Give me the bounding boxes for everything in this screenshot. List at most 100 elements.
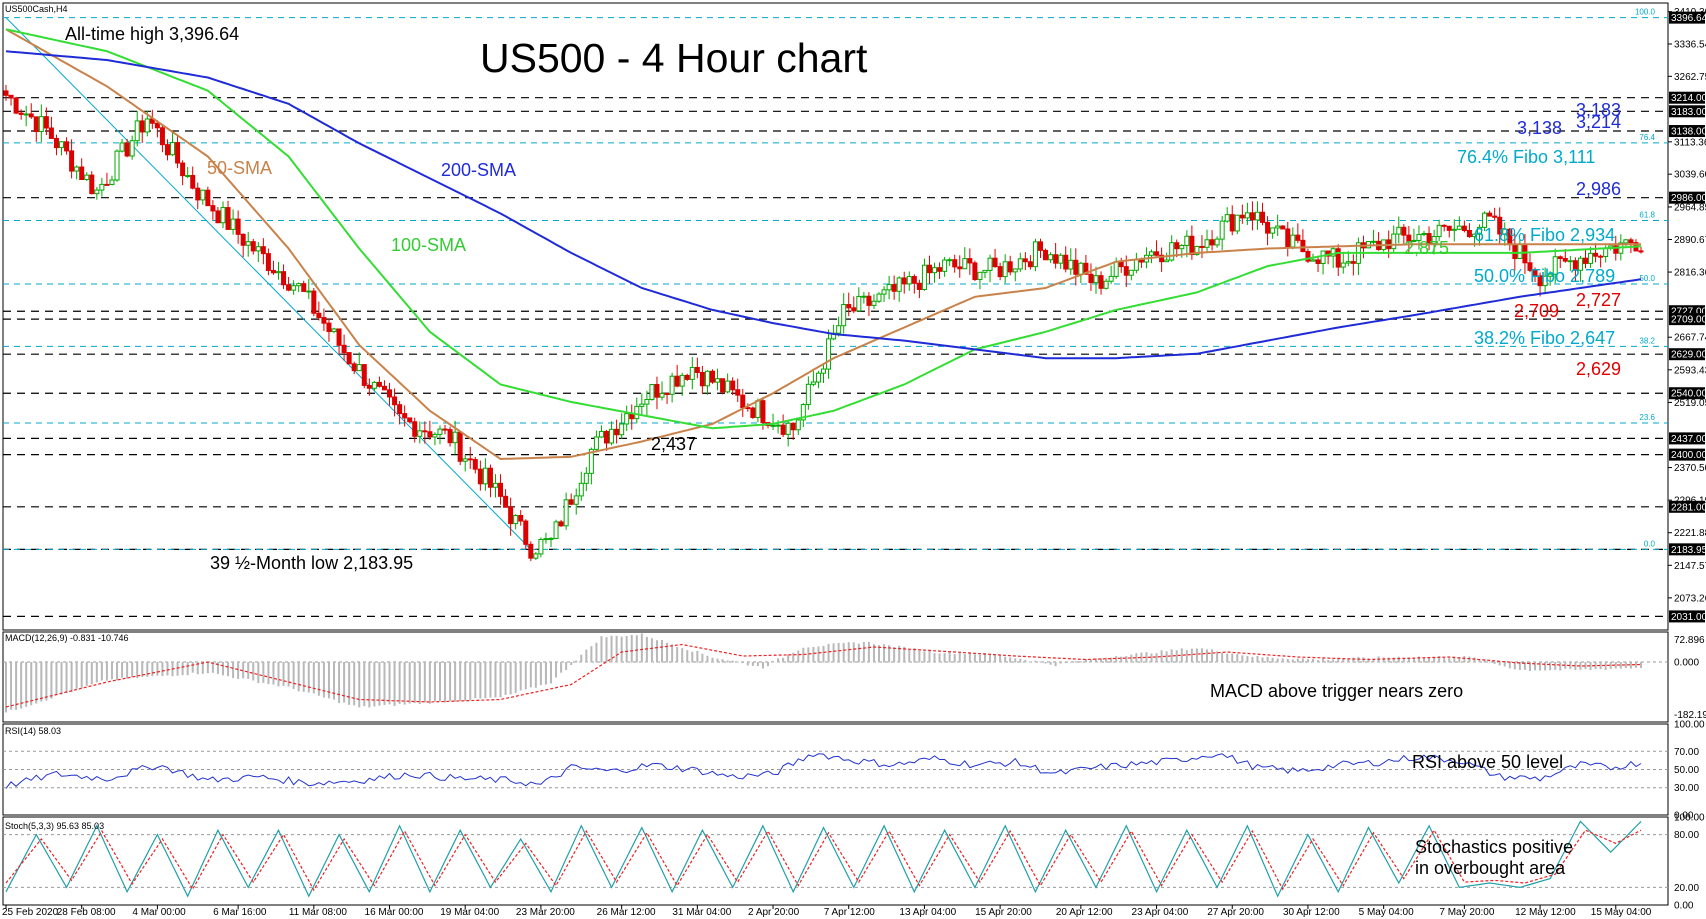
- macd-histogram-bar: [595, 642, 598, 663]
- macd-histogram-bar: [1599, 662, 1602, 670]
- candle-body: [74, 166, 80, 172]
- macd-histogram-bar: [1564, 662, 1567, 669]
- macd-histogram-bar: [110, 662, 113, 680]
- candle-body: [3, 90, 9, 96]
- macd-histogram-bar: [393, 662, 396, 707]
- candle-body: [43, 116, 49, 129]
- candle-body: [1159, 254, 1165, 263]
- candle-body: [1512, 244, 1518, 260]
- price-level-label: 3396.64: [1671, 13, 1706, 24]
- time-tick-label: 15 May 04:00: [1591, 907, 1652, 918]
- time-tick-label: 6 Mar 16:00: [213, 907, 267, 918]
- macd-histogram-bar: [363, 662, 366, 707]
- stoch-tick-label: 20.00: [1674, 883, 1699, 894]
- candle-body: [528, 543, 534, 559]
- price-level-label: 2540.00: [1671, 389, 1706, 400]
- candle-body: [876, 293, 882, 302]
- macd-histogram-bar: [872, 644, 875, 663]
- stochastic-pane[interactable]: 100.00 80.00 20.00 0.00: [2, 813, 1705, 912]
- macd-histogram-bar: [1423, 657, 1426, 663]
- macd-histogram-bar: [741, 662, 744, 664]
- price-level-label: 2727.00: [1671, 307, 1706, 318]
- candle-body: [482, 467, 488, 485]
- stoch-tick-label: 100.00: [1674, 813, 1705, 824]
- candle-body: [1305, 251, 1311, 262]
- macd-histogram-bar: [837, 642, 840, 663]
- macd-histogram-bar: [968, 653, 971, 663]
- price-pane[interactable]: 100.076.461.850.038.223.60.03410.303336.…: [2, 2, 1706, 631]
- macd-histogram-bar: [1089, 659, 1092, 663]
- macd-histogram-bar: [666, 642, 669, 663]
- stoch-tick-label: 0.00: [1674, 901, 1694, 912]
- stoch-indicator-label: Stoch(5,3,3) 95.63 85.03: [5, 821, 104, 831]
- candle-body: [896, 277, 902, 292]
- candle-body: [916, 282, 922, 290]
- macd-histogram-bar: [272, 662, 275, 685]
- price-level-box: [1669, 105, 1705, 118]
- candle-body: [1103, 280, 1109, 289]
- macd-histogram-bar: [630, 634, 633, 663]
- candle-body: [1083, 262, 1089, 275]
- candle-body: [967, 258, 973, 264]
- macd-histogram-bar: [1195, 648, 1198, 663]
- macd-histogram-bar: [428, 662, 431, 704]
- candle-body: [316, 312, 322, 319]
- rsi-pane[interactable]: 100.00 70.00 50.00 30.00 0.00: [2, 720, 1705, 822]
- candle-body: [881, 289, 887, 295]
- candle-body: [901, 277, 907, 285]
- candle-body: [215, 210, 221, 224]
- candle-body: [366, 384, 372, 389]
- macd-histogram-bar: [898, 645, 901, 663]
- candle-body: [472, 459, 478, 470]
- candle-body: [33, 116, 39, 133]
- macd-histogram-bar: [1337, 659, 1340, 663]
- macd-histogram-bar: [913, 648, 916, 663]
- candle-body: [1032, 241, 1038, 268]
- macd-histogram-bar: [671, 644, 674, 663]
- candle-body: [568, 499, 574, 505]
- r3214-label: 3,214: [1576, 112, 1621, 132]
- macd-histogram-bar: [610, 635, 613, 663]
- macd-histogram-bar: [635, 635, 638, 663]
- macd-histogram-bar: [1478, 660, 1481, 663]
- macd-histogram-bar: [661, 640, 664, 663]
- macd-histogram-bar: [85, 662, 88, 686]
- macd-histogram-bar: [307, 662, 310, 693]
- macd-histogram-bar: [701, 653, 704, 663]
- candle-body: [689, 366, 695, 380]
- macd-histogram-bar: [322, 662, 325, 698]
- candle-body: [487, 467, 493, 488]
- macd-histogram-bar: [105, 662, 108, 681]
- macd-histogram-bar: [70, 662, 73, 693]
- macd-histogram-bar: [746, 662, 749, 666]
- macd-histogram-bar: [211, 662, 214, 673]
- price-level-box: [1669, 610, 1705, 623]
- macd-histogram-bar: [1569, 662, 1572, 669]
- macd-histogram-bar: [938, 653, 941, 663]
- candle-body: [775, 424, 781, 427]
- candle-body: [467, 458, 473, 461]
- candle-body: [296, 283, 302, 287]
- candle-body: [1224, 214, 1230, 222]
- macd-histogram-bar: [1574, 662, 1577, 670]
- candle-body: [1169, 242, 1175, 261]
- macd-histogram-bar: [186, 662, 189, 676]
- macd-pane[interactable]: 72.896 0.000 -182.192: [2, 631, 1706, 723]
- macd-histogram-bar: [1281, 658, 1284, 663]
- macd-histogram-bar: [852, 642, 855, 663]
- macd-histogram-bar: [751, 662, 754, 666]
- candle-body: [1189, 235, 1195, 256]
- candle-body: [1265, 221, 1271, 234]
- macd-histogram-bar: [312, 662, 315, 694]
- macd-histogram-bar: [333, 662, 336, 700]
- macd-histogram-bar: [943, 653, 946, 663]
- macd-indicator-label: MACD(12,26,9) -0.831 -10.746: [5, 633, 129, 643]
- macd-histogram-bar: [948, 651, 951, 663]
- macd-histogram-bar: [565, 662, 568, 670]
- time-tick-label: 12 May 12:00: [1515, 907, 1576, 918]
- candle-body: [548, 537, 554, 540]
- candle-body: [992, 257, 998, 268]
- candle-body: [533, 553, 539, 559]
- candle-body: [1401, 226, 1407, 236]
